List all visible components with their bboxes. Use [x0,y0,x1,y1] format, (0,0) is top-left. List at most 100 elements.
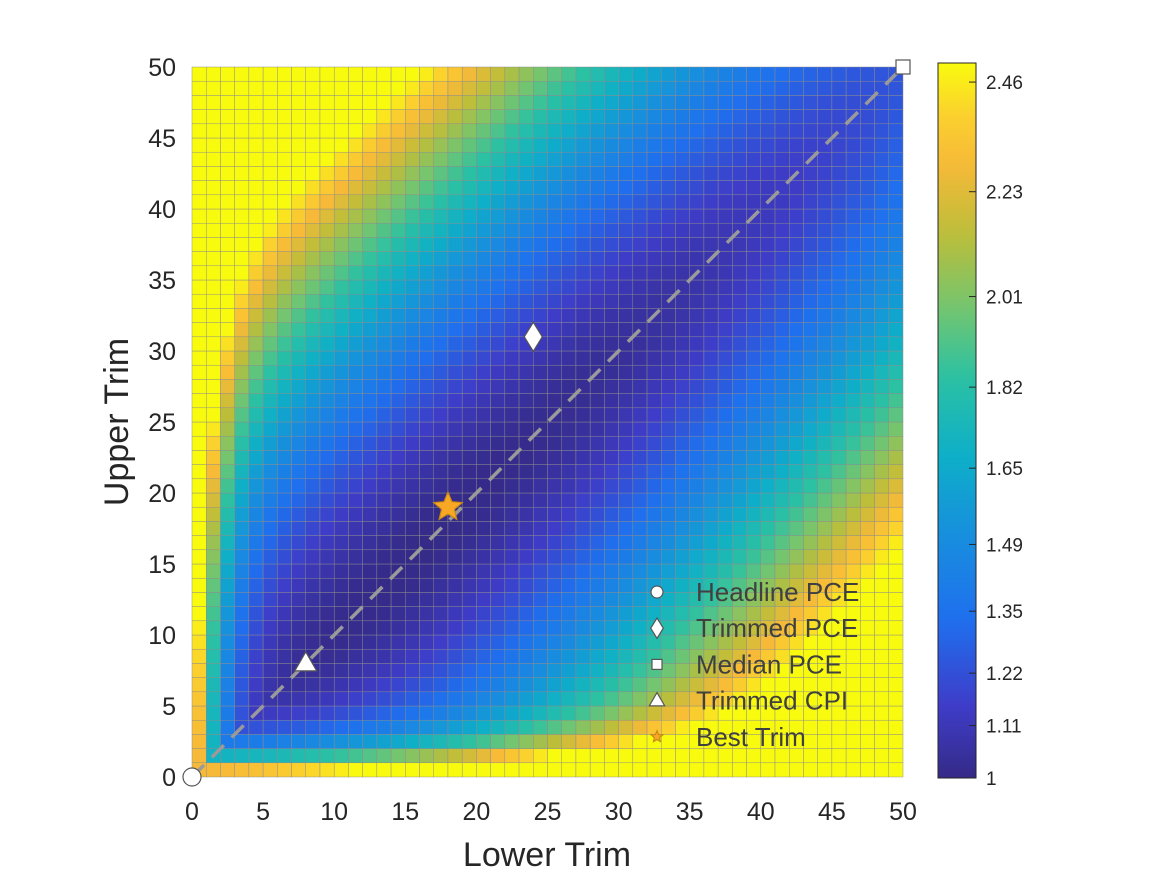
heatmap-cell [333,237,349,252]
heatmap-cell [362,563,378,579]
heatmap-cell [589,393,605,409]
heatmap-cell [831,109,847,125]
heatmap-cell [333,66,349,82]
heatmap-cell [262,464,278,480]
heatmap-cell [476,592,491,607]
heatmap-cell [191,620,207,636]
heatmap-cell [191,123,207,139]
heatmap-cell [774,237,790,252]
heatmap-cell [874,379,890,394]
heatmap-cell [362,535,378,551]
heatmap-cell [248,222,264,238]
heatmap-cell [376,435,392,451]
heatmap-cell [376,393,392,409]
heatmap-cell [319,279,335,295]
heatmap-cell [817,109,833,125]
heatmap-cell [604,251,619,267]
x-tick-label: 35 [676,798,704,826]
heatmap-cell [817,151,833,167]
heatmap-cell [518,279,534,295]
heatmap-cell [760,535,776,551]
heatmap-cell [746,350,762,366]
heatmap-cell [888,762,904,778]
heatmap-cell [661,151,676,167]
heatmap-cell [860,293,875,309]
heatmap-cell [447,237,463,252]
heatmap-cell [504,521,520,536]
heatmap-cell [419,151,434,167]
heatmap-cell [362,620,378,636]
heatmap-cell [461,95,477,110]
heatmap-cell [874,435,890,451]
heatmap-cell [390,393,406,409]
heatmap-cell [874,450,890,465]
heatmap-cell [305,123,321,139]
heatmap-cell [234,293,250,309]
heatmap-cell [405,66,420,82]
y-axis-label: Upper Trim [98,338,136,506]
heatmap-cell [362,364,378,380]
heatmap-cell [205,648,221,664]
heatmap-cell [405,194,420,210]
heatmap-cell [405,435,420,451]
heatmap-cell [604,663,619,678]
heatmap-cell [234,336,250,352]
heatmap-cell [248,577,264,593]
heatmap-cell [817,194,833,210]
heatmap-cell [888,151,904,167]
heatmap-cell [547,322,562,338]
heatmap-cell [874,208,890,224]
heatmap-cell [405,293,420,309]
heatmap-cell [433,293,449,309]
heatmap-cell [319,563,335,579]
heatmap-cell [376,762,392,778]
heatmap-cell [447,577,463,593]
heatmap-cell [405,748,420,764]
heatmap-cell [575,634,591,650]
heatmap-cell [817,180,833,196]
heatmap-cell [547,705,562,721]
heatmap-cell [604,549,619,565]
heatmap-cell [732,293,747,309]
heatmap-cell [433,691,449,707]
heatmap-cell [419,293,434,309]
heatmap-cell [717,364,733,380]
heatmap-cell [774,151,790,167]
heatmap-cell [234,379,250,394]
heatmap-cell [490,407,506,423]
heatmap-cell [789,308,804,323]
heatmap-cell [390,208,406,224]
heatmap-cell [220,350,235,366]
heatmap-cell [717,478,733,494]
heatmap-cell [703,308,719,323]
heatmap-cell [333,762,349,778]
heatmap-cell [390,350,406,366]
heatmap-cell [504,705,520,721]
heatmap-cell [191,180,207,196]
heatmap-cell [348,166,363,181]
heatmap-cell [760,265,776,281]
heatmap-cell [860,549,875,565]
heatmap-cell [277,648,292,664]
heatmap-cell [319,180,335,196]
heatmap-cell [476,691,491,707]
heatmap-cell [234,308,250,323]
heatmap-cell [717,95,733,110]
heatmap-cell [888,592,904,607]
heatmap-cell [646,421,662,437]
heatmap-cell [746,66,762,82]
heatmap-cell [618,705,634,721]
heatmap-cell [291,180,306,196]
colorbar-tick-label: 2.23 [986,183,1023,204]
heatmap-cell [689,421,705,437]
heatmap-cell [405,95,420,110]
heatmap-cell [604,336,619,352]
heatmap-cell [490,194,506,210]
heatmap-cell [476,151,491,167]
heatmap-cell [817,506,833,522]
heatmap-cell [376,308,392,323]
heatmap-cell [789,322,804,338]
heatmap-cell [348,151,363,167]
y-tick-label: 0 [162,764,176,792]
heatmap-cell [589,464,605,480]
